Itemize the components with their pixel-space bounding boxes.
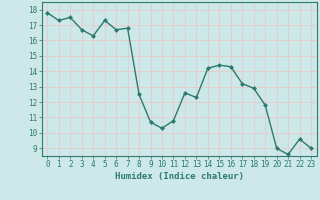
X-axis label: Humidex (Indice chaleur): Humidex (Indice chaleur) xyxy=(115,172,244,181)
